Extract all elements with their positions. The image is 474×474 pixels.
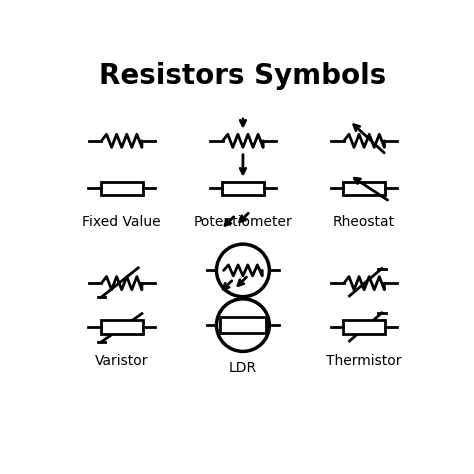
Text: Rheostat: Rheostat xyxy=(333,215,395,229)
Text: Thermistor: Thermistor xyxy=(327,354,402,368)
Bar xyxy=(222,182,264,195)
Text: LDR: LDR xyxy=(229,361,257,374)
Bar xyxy=(100,182,143,195)
Text: Varistor: Varistor xyxy=(95,354,148,368)
Bar xyxy=(220,318,266,333)
Bar xyxy=(343,320,385,334)
Text: Resistors Symbols: Resistors Symbols xyxy=(99,63,387,91)
Bar xyxy=(100,320,143,334)
Bar xyxy=(343,182,385,195)
Text: Potentiometer: Potentiometer xyxy=(193,215,292,229)
Text: Fixed Value: Fixed Value xyxy=(82,215,161,229)
